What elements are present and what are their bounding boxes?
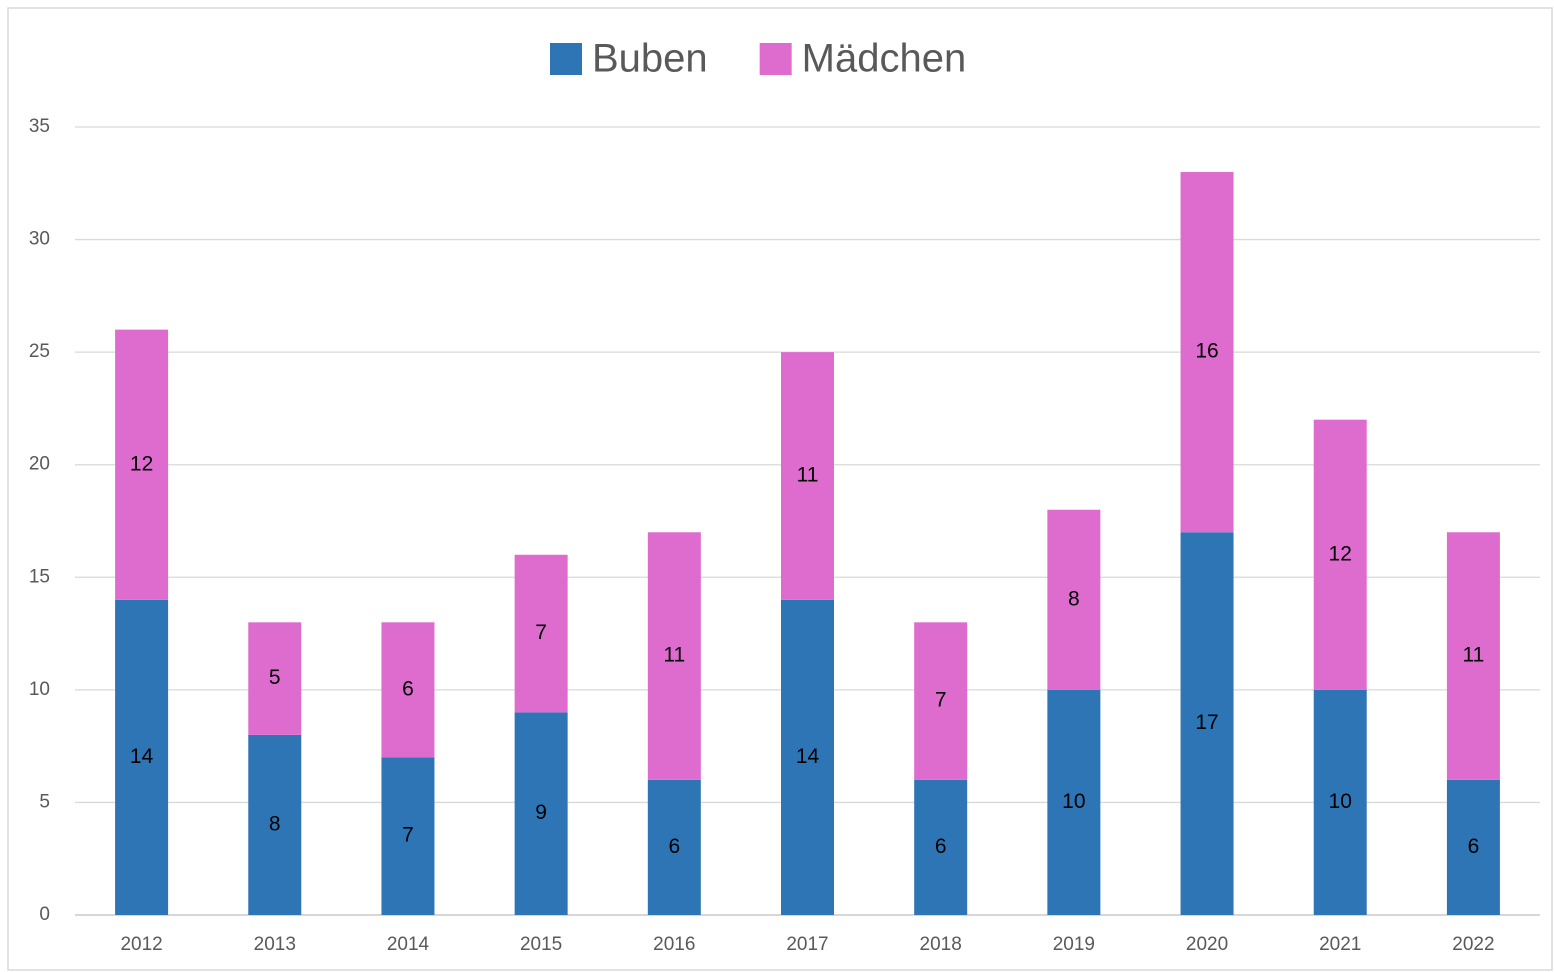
bar-segment [781,352,834,600]
y-tick-label: 5 [39,791,50,812]
bar-segment [647,779,701,915]
data-label: 14 [130,745,154,768]
bar-segment [514,712,568,915]
bar-segment [115,599,169,915]
x-tick-label: 2016 [653,934,695,955]
bar-segment [1180,172,1234,533]
bar-segment [514,554,568,713]
data-label: 8 [1068,587,1080,610]
data-label: 7 [535,621,547,644]
data-label: 6 [402,677,414,700]
bar-segment [1313,419,1367,690]
y-tick-label: 35 [29,116,50,137]
data-label: 11 [663,644,685,667]
data-label: 10 [1329,790,1352,813]
data-label: 12 [1329,542,1352,565]
x-tick-label: 2013 [254,934,296,955]
bar-segment [381,757,435,915]
y-tick-label: 0 [39,904,50,925]
bar-segment [1446,532,1500,780]
x-tick-label: 2012 [120,934,162,955]
legend-swatch [759,43,792,75]
data-label: 17 [1195,711,1218,734]
bar-segment [647,532,701,780]
y-tick-label: 10 [29,679,50,700]
bar-segment [248,734,302,915]
data-label: 9 [535,801,547,824]
data-label: 16 [1195,340,1218,363]
data-label: 6 [1468,835,1480,858]
bar-segment [914,622,968,780]
data-label: 11 [797,464,819,487]
bar-segment [1180,532,1234,915]
data-label: 10 [1062,790,1085,813]
data-label: 5 [269,666,281,689]
data-label: 7 [402,824,414,847]
bar-segment [914,779,968,915]
x-tick-label: 2018 [920,934,962,955]
legend-label: Mädchen [802,37,967,81]
data-label: 6 [935,835,947,858]
legend-swatch [550,43,582,75]
y-tick-label: 15 [29,566,50,587]
bar-segment [248,622,302,735]
x-tick-label: 2022 [1452,934,1494,955]
data-label: 12 [130,452,153,475]
bar-segment [381,622,435,758]
y-tick-label: 20 [29,454,50,475]
y-tick-label: 30 [29,229,50,250]
x-tick-label: 2019 [1053,934,1095,955]
data-label: 14 [796,745,820,768]
x-tick-label: 2020 [1186,934,1228,955]
data-label: 6 [668,835,680,858]
bar-segment [115,329,169,600]
bar-segment [1047,509,1101,690]
data-label: 8 [269,812,281,835]
x-tick-label: 2015 [520,934,562,955]
data-label: 11 [1463,644,1485,667]
bar-segment [1446,779,1500,915]
data-label: 7 [935,689,947,712]
x-tick-label: 2017 [786,934,828,955]
bar-segment [1047,689,1101,915]
x-tick-label: 2021 [1319,934,1361,955]
bar-segment [1313,689,1367,915]
bar-segment [781,599,834,915]
legend-label: Buben [592,37,708,81]
y-tick-label: 25 [29,341,50,362]
x-tick-label: 2014 [387,934,430,955]
